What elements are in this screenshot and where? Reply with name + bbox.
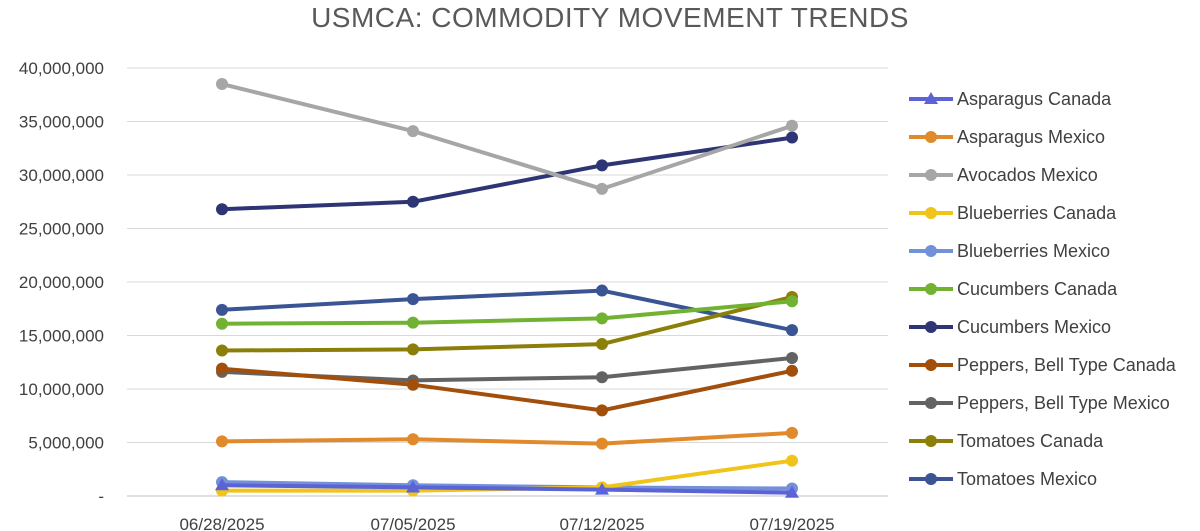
legend-item: Asparagus Mexico — [905, 118, 1200, 156]
data-point — [216, 203, 228, 216]
y-tick-label: 5,000,000 — [28, 434, 104, 453]
series-line — [220, 299, 794, 326]
data-point — [596, 284, 608, 297]
data-point — [216, 362, 228, 375]
legend-swatch — [909, 169, 953, 181]
legend: Asparagus Canada Asparagus Mexico Avocados… — [905, 80, 1200, 498]
legend-label: Peppers, Bell Type Mexico — [957, 392, 1170, 413]
data-point — [407, 378, 419, 391]
data-point — [786, 426, 798, 439]
legend-item: Peppers, Bell Type Mexico — [905, 384, 1200, 422]
series-line — [220, 295, 794, 353]
data-point — [407, 125, 419, 138]
legend-label: Blueberries Canada — [957, 202, 1117, 223]
data-point — [786, 324, 798, 337]
data-point — [215, 478, 229, 491]
y-tick-label: - — [98, 487, 104, 506]
y-tick-label: 40,000,000 — [19, 59, 104, 78]
y-tick-label: 10,000,000 — [19, 380, 104, 399]
series-line — [220, 483, 794, 495]
x-tick-label: 07/05/2025 — [370, 515, 455, 531]
legend-swatch — [909, 131, 953, 143]
legend-item: Asparagus Canada — [905, 80, 1200, 118]
y-tick-label: 35,000,000 — [19, 113, 104, 132]
legend-item: Cucumbers Mexico — [905, 308, 1200, 346]
data-point — [596, 182, 608, 195]
series-line — [220, 430, 794, 446]
legend-label: Cucumbers Mexico — [957, 316, 1112, 337]
data-point — [786, 131, 798, 144]
series-line — [220, 480, 794, 491]
chart-title: USMCA: COMMODITY MOVEMENT TRENDS — [311, 2, 909, 33]
legend-swatch — [909, 359, 953, 371]
series-line — [220, 135, 794, 212]
legend-swatch — [909, 473, 953, 485]
legend-label: Peppers, Bell Type Canada — [957, 354, 1176, 375]
data-point — [786, 119, 798, 132]
data-point — [407, 433, 419, 446]
legend-item: Tomatoes Canada — [905, 422, 1200, 460]
series-asparagus-mexico — [216, 426, 798, 450]
legend-swatch — [909, 245, 953, 257]
legend-label: Tomatoes Mexico — [957, 468, 1098, 489]
data-point — [407, 343, 419, 356]
legend-label: Blueberries Mexico — [957, 240, 1111, 261]
data-point — [786, 351, 798, 364]
data-point — [785, 485, 799, 498]
legend-item: Cucumbers Canada — [905, 270, 1200, 308]
data-point — [406, 480, 420, 493]
legend-item: Blueberries Canada — [905, 194, 1200, 232]
data-point — [216, 435, 228, 448]
data-point — [407, 293, 419, 306]
data-point — [216, 78, 228, 91]
series-asparagus-canada — [215, 478, 799, 498]
series-avocados-mexico — [216, 78, 798, 195]
y-tick-label: 30,000,000 — [19, 166, 104, 185]
data-point — [216, 303, 228, 316]
series-cucumbers-canada — [216, 295, 798, 330]
legend-label: Asparagus Canada — [957, 88, 1112, 109]
data-point — [596, 404, 608, 417]
y-tick-label: 25,000,000 — [19, 220, 104, 239]
data-point — [407, 316, 419, 329]
legend-swatch — [909, 321, 953, 333]
legend-label: Asparagus Mexico — [957, 126, 1106, 147]
legend-label: Avocados Mexico — [957, 164, 1098, 185]
series-cucumbers-mexico — [216, 131, 798, 216]
y-tick-label: 20,000,000 — [19, 273, 104, 292]
series-peppers-bell-type-mexico — [216, 351, 798, 387]
legend-swatch — [909, 283, 953, 295]
y-tick-label: 15,000,000 — [19, 327, 104, 346]
data-point — [595, 482, 609, 495]
data-point — [596, 159, 608, 172]
data-point — [216, 344, 228, 357]
legend-item: Peppers, Bell Type Canada — [905, 346, 1200, 384]
data-point — [216, 317, 228, 330]
x-tick-label: 06/28/2025 — [179, 515, 264, 531]
x-tick-label: 07/12/2025 — [559, 515, 644, 531]
legend-swatch — [909, 435, 953, 447]
legend-item: Avocados Mexico — [905, 156, 1200, 194]
data-point — [596, 338, 608, 351]
data-point — [596, 437, 608, 450]
data-point — [596, 312, 608, 325]
legend-label: Cucumbers Canada — [957, 278, 1118, 299]
x-tick-label: 07/19/2025 — [749, 515, 834, 531]
legend-swatch — [909, 397, 953, 409]
series-line — [220, 82, 794, 191]
data-point — [786, 295, 798, 308]
data-point — [407, 195, 419, 208]
data-point — [786, 454, 798, 467]
series-line — [220, 366, 794, 413]
legend-swatch — [909, 92, 953, 104]
series-peppers-bell-type-canada — [216, 362, 798, 417]
data-point — [596, 371, 608, 384]
legend-item: Tomatoes Mexico — [905, 460, 1200, 498]
legend-label: Tomatoes Canada — [957, 430, 1104, 451]
legend-swatch — [909, 207, 953, 219]
data-point — [786, 364, 798, 377]
legend-item: Blueberries Mexico — [905, 232, 1200, 270]
